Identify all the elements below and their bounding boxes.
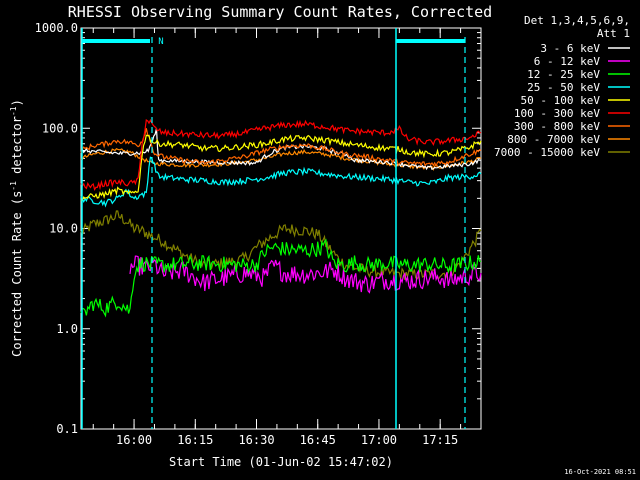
y-axis-label-sup1: -1 [9, 181, 18, 191]
y-axis-label: Corrected Count Rate (s-1 detector-1) [9, 99, 24, 357]
y-tick-label-3: 100.0 [42, 121, 78, 135]
y-tick-label-2: 10.0 [49, 222, 78, 236]
legend-label-8: 7000 - 15000 keV [494, 146, 600, 159]
chart-title: RHESSI Observing Summary Count Rates, Co… [68, 3, 492, 21]
series-line-3 [80, 156, 482, 208]
flag-markers: N [81, 28, 466, 429]
y-axis-label-sup2: -1 [9, 106, 18, 116]
legend-label-0: 3 - 6 keV [540, 42, 600, 55]
y-tick-label-0: 0.1 [56, 422, 78, 436]
y-axis-label-mid: detector [10, 116, 24, 181]
y-tick-label-4: 1000.0 [35, 21, 78, 35]
generated-timestamp: 16-Oct-2021 08:51 [564, 468, 636, 476]
legend-label-2: 12 - 25 keV [527, 68, 600, 81]
legend-header-1: Det 1,3,4,5,6,9, [524, 14, 630, 27]
legend-label-3: 25 - 50 keV [527, 81, 600, 94]
y-axis-ticks: 0.1 1.0 10.0 100.0 1000.0 [35, 21, 481, 436]
y-axis-label-main: Corrected Count Rate (s [10, 191, 24, 357]
legend-label-5: 100 - 300 keV [514, 107, 600, 120]
legend-header-2: Att 1 [597, 27, 630, 40]
y-axis-label-end: ) [10, 99, 24, 106]
series-line-4 [80, 134, 482, 202]
series-line-5 [80, 118, 482, 191]
series-line-0 [80, 128, 482, 171]
series-line-8 [80, 210, 482, 281]
legend-label-7: 800 - 7000 keV [507, 133, 600, 146]
series-line-2 [80, 238, 482, 318]
x-tick-label-3: 16:45 [300, 433, 336, 447]
flag-label: N [158, 37, 163, 47]
x-axis-label: Start Time (01-Jun-02 15:47:02) [169, 455, 393, 469]
x-tick-label-0: 16:00 [116, 433, 152, 447]
series-line-1 [129, 255, 482, 294]
legend-label-1: 6 - 12 keV [534, 55, 601, 68]
x-axis-ticks: 16:00 16:15 16:30 16:45 17:00 17:15 [92, 28, 482, 447]
legend-label-6: 300 - 800 keV [514, 120, 600, 133]
x-tick-label-1: 16:15 [177, 433, 213, 447]
legend-label-4: 50 - 100 keV [521, 94, 601, 107]
series-lines [80, 118, 482, 318]
y-tick-label-1: 1.0 [56, 322, 78, 336]
x-tick-label-2: 16:30 [238, 433, 274, 447]
x-tick-label-5: 17:15 [422, 433, 458, 447]
x-tick-label-4: 17:00 [361, 433, 397, 447]
series-line-6 [80, 128, 482, 168]
